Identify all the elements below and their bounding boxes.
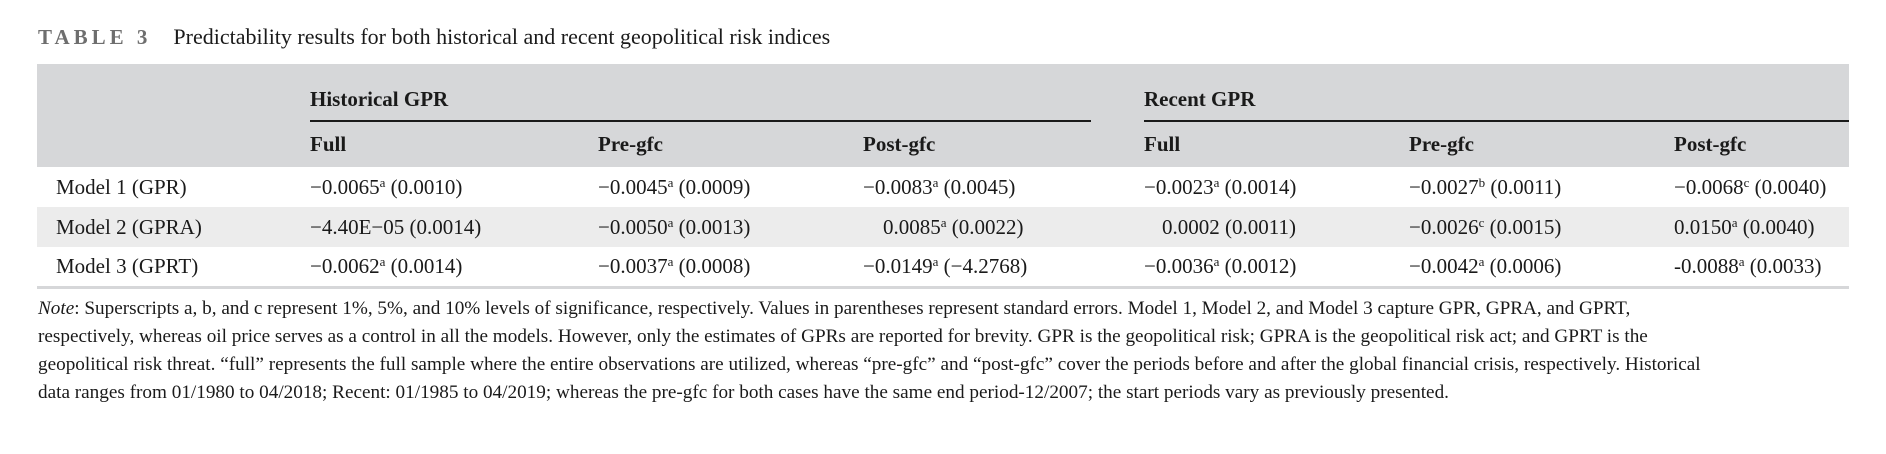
coefficient: 0.0085 [883, 214, 941, 239]
corner-cell [37, 64, 310, 121]
data-cell: -0.0088a (0.0033) [1674, 247, 1849, 287]
data-cell: −4.40E−05 (0.0014) [310, 207, 598, 247]
note-label: Note [38, 298, 75, 319]
standard-error: (0.0006) [1489, 253, 1562, 278]
significance-mark: a [932, 174, 939, 190]
data-cell: −0.0037a (0.0008) [598, 247, 863, 287]
data-cell: −0.0062a (0.0014) [310, 247, 598, 287]
standard-error: (0.0040) [1742, 214, 1815, 239]
data-cell: −0.0065a (0.0010) [310, 167, 598, 207]
data-cell: −0.0149a (−4.2768) [863, 247, 1091, 287]
coefficient: −0.0065 [310, 174, 380, 199]
data-cell: −0.0050a (0.0013) [598, 207, 863, 247]
significance-mark: a [1731, 214, 1738, 230]
coefficient: −0.0037 [598, 253, 668, 278]
significance-mark: c [1743, 174, 1750, 190]
coefficient: −0.0026 [1409, 214, 1479, 239]
significance-mark: a [1738, 253, 1745, 269]
data-cell: 0.0002 (0.0011) [1144, 207, 1409, 247]
coefficient: −0.0042 [1409, 253, 1479, 278]
data-cell: −0.0045a (0.0009) [598, 167, 863, 207]
standard-error: (0.0040) [1754, 174, 1827, 199]
standard-error: (0.0009) [678, 174, 751, 199]
standard-error: (0.0010) [390, 174, 463, 199]
data-cell: −0.0027b (0.0011) [1409, 167, 1674, 207]
coefficient: -0.0088 [1674, 253, 1739, 278]
table-caption: TABLE 3 Predictability results for both h… [38, 20, 830, 54]
coefficient: −0.0068 [1674, 174, 1744, 199]
significance-mark: a [667, 253, 674, 269]
coefficient: −0.0083 [863, 174, 933, 199]
significance-mark: a [667, 174, 674, 190]
coefficient: −4.40E−05 [310, 214, 405, 239]
group-header-recent: Recent GPR [1144, 64, 1850, 122]
table-title: Predictability results for both historic… [173, 24, 831, 49]
row-label: Model 1 (GPR) [56, 174, 187, 199]
data-cell: −0.0068c (0.0040) [1674, 167, 1849, 207]
coefficient: −0.0050 [598, 214, 668, 239]
coefficient: 0.0002 [1162, 214, 1220, 239]
table-row: Model 1 (GPR) −0.0065a (0.0010) −0.0045a (… [37, 167, 1849, 207]
standard-error: (0.0012) [1224, 253, 1297, 278]
coefficient: −0.0023 [1144, 174, 1214, 199]
significance-mark: a [932, 253, 939, 269]
standard-error: (0.0014) [390, 253, 463, 278]
standard-error: (0.0033) [1749, 253, 1822, 278]
significance-mark: b [1478, 174, 1486, 190]
significance-mark: a [667, 214, 674, 230]
coefficient: 0.0150 [1674, 214, 1732, 239]
coefficient: −0.0062 [310, 253, 380, 278]
row-label: Model 3 (GPRT) [56, 253, 199, 278]
standard-error: (−4.2768) [943, 253, 1028, 278]
standard-error: (0.0013) [678, 214, 751, 239]
col-header-rec-pre-gfc: Pre-gfc [1409, 121, 1674, 167]
significance-mark: a [1213, 253, 1220, 269]
coefficient: −0.0036 [1144, 253, 1214, 278]
significance-mark: a [940, 214, 947, 230]
data-cell: −0.0036a (0.0012) [1144, 247, 1409, 287]
standard-error: (0.0011) [1225, 214, 1296, 239]
data-cell: −0.0042a (0.0006) [1409, 247, 1674, 287]
note-line: data ranges from 01/1980 to 04/2018; Rec… [38, 382, 1449, 403]
row-label: Model 2 (GPRA) [56, 214, 202, 239]
data-cell: 0.0085a (0.0022) [863, 207, 1091, 247]
data-cell: −0.0083a (0.0045) [863, 167, 1091, 207]
sub-header-row: Full Pre-gfc Post-gfc Full Pre-gfc Post-… [37, 121, 1850, 167]
table-label: TABLE 3 [38, 25, 152, 49]
coefficient: −0.0149 [863, 253, 933, 278]
standard-error: (0.0011) [1490, 174, 1562, 199]
results-table: Historical GPR Recent GPR Full Pre-gfc P… [37, 64, 1850, 289]
standard-error: (0.0014) [1224, 174, 1297, 199]
standard-error: (0.0015) [1489, 214, 1562, 239]
table-row: Model 2 (GPRA) −4.40E−05 (0.0014) −0.0050a… [37, 207, 1850, 247]
col-header-hist-pre-gfc: Pre-gfc [598, 121, 863, 167]
significance-mark: a [379, 253, 386, 269]
significance-mark: a [379, 174, 386, 190]
data-cell: −0.0026c (0.0015) [1409, 207, 1674, 247]
coefficient: −0.0045 [598, 174, 668, 199]
col-header-hist-post-gfc: Post-gfc [863, 121, 1091, 167]
significance-mark: a [1213, 174, 1220, 190]
col-header-rec-full: Full [1144, 121, 1409, 167]
col-header-hist-full: Full [310, 121, 598, 167]
note-line: respectively, whereas oil price serves a… [38, 326, 1648, 347]
standard-error: (0.0045) [943, 174, 1016, 199]
standard-error: (0.0022) [951, 214, 1024, 239]
table-row: Model 3 (GPRT) −0.0062a (0.0014) −0.0037a … [37, 247, 1850, 287]
significance-mark: a [1478, 253, 1485, 269]
coefficient: −0.0027 [1409, 174, 1479, 199]
data-cell: −0.0023a (0.0014) [1144, 167, 1409, 207]
standard-error: (0.0008) [678, 253, 751, 278]
standard-error: (0.0014) [409, 214, 482, 239]
col-header-rec-post-gfc: Post-gfc [1674, 121, 1850, 167]
note-line: Note: Superscripts a, b, and c represent… [38, 298, 1631, 319]
group-header-historical: Historical GPR [310, 64, 1091, 122]
significance-mark: c [1478, 214, 1485, 230]
group-header-row: Historical GPR Recent GPR [37, 64, 1850, 122]
data-cell: 0.0150a (0.0040) [1674, 207, 1849, 247]
note-line: geopolitical risk threat. “full” represe… [38, 354, 1701, 375]
table-note: Note: Superscripts a, b, and c represent… [38, 295, 1868, 407]
